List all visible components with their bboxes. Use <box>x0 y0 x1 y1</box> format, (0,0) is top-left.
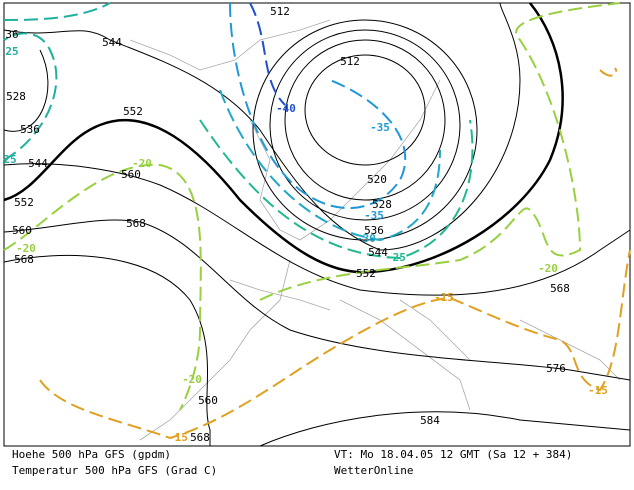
map-frame <box>3 2 631 447</box>
temperature-label: -20 <box>132 157 152 170</box>
height-label: 36 <box>5 28 18 41</box>
height-label: 536 <box>20 123 40 136</box>
height-label: 560 <box>12 224 32 237</box>
temperature-label: -25 <box>386 251 406 264</box>
temperature-label: -40 <box>276 102 296 115</box>
height-label: 568 <box>190 431 210 444</box>
height-label: 568 <box>126 217 146 230</box>
temperature-label: 25 <box>5 45 18 58</box>
height-label: 560 <box>198 394 218 407</box>
temperature-label: -35 <box>364 209 384 222</box>
height-label: 512 <box>340 55 360 68</box>
height-label: 528 <box>372 198 392 211</box>
height-label: 552 <box>123 105 143 118</box>
temperature-label: -30 <box>356 232 376 245</box>
footer-left-1: Hoehe 500 hPa GFS (gpdm) <box>12 448 171 461</box>
height-label: 584 <box>420 414 440 427</box>
coastlines <box>129 19 621 441</box>
height-label: 544 <box>28 157 48 170</box>
height-label: 576 <box>546 362 566 375</box>
height-label: 512 <box>270 5 290 18</box>
temperature-label: 25 <box>3 153 16 166</box>
height-label: 544 <box>102 36 122 49</box>
height-label: 536 <box>364 224 384 237</box>
temperature-contours <box>3 2 631 440</box>
height-label: 552 <box>14 196 34 209</box>
height-label: 568 <box>550 282 570 295</box>
temperature-label: -35 <box>370 121 390 134</box>
temperature-label: -20 <box>182 373 202 386</box>
height-contours <box>3 2 631 447</box>
height-label: 544 <box>368 246 388 259</box>
temperature-label: -15 <box>168 431 188 444</box>
footer-right-2: WetterOnline <box>334 464 413 477</box>
height-label: 560 <box>121 168 141 181</box>
temperature-label: -15 <box>434 291 454 304</box>
height-label: 520 <box>367 173 387 186</box>
footer-left-2: Temperatur 500 hPa GFS (Grad C) <box>12 464 217 477</box>
temperature-label: -20 <box>538 262 558 275</box>
height-label: 568 <box>14 253 34 266</box>
height-label: 528 <box>6 90 26 103</box>
height-label: 552 <box>356 267 376 280</box>
footer-right-1: VT: Mo 18.04.05 12 GMT (Sa 12 + 384) <box>334 448 572 461</box>
temperature-label: -20 <box>16 242 36 255</box>
temperature-label: -15 <box>588 384 608 397</box>
